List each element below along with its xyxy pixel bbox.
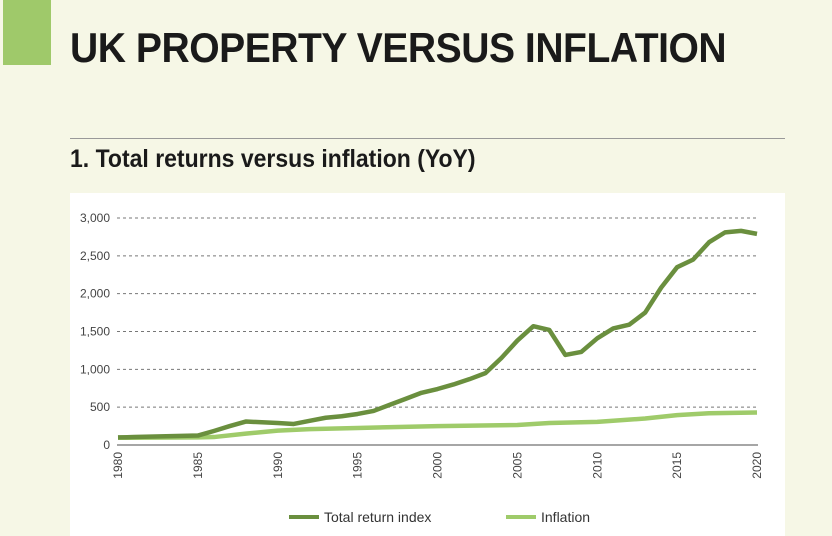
x-tick-label: 2015 (670, 452, 684, 479)
x-tick-label: 1990 (271, 452, 285, 479)
x-tick-label: 2005 (510, 452, 524, 479)
page-title: UK PROPERTY VERSUS INFLATION (70, 24, 727, 71)
x-tick-label: 2020 (750, 452, 764, 479)
y-tick-label: 500 (90, 400, 110, 414)
series-line-total-return-index (117, 228, 758, 440)
x-tick-label: 2000 (431, 452, 445, 479)
chart-title: 1. Total returns versus inflation (YoY) (70, 145, 476, 173)
chart-panel (70, 193, 785, 536)
legend-item-total-return-index-label: Total return index (324, 509, 431, 525)
series-line-inflation (117, 410, 758, 441)
accent-block (3, 0, 51, 65)
legend-item-inflation-label: Inflation (541, 509, 590, 525)
x-tick-label: 1980 (111, 452, 125, 479)
x-tick-label: 2010 (590, 452, 604, 479)
x-tick-label: 1985 (191, 452, 205, 479)
y-tick-label: 3,000 (80, 211, 110, 225)
y-tick-label: 1,000 (80, 362, 110, 376)
divider (70, 138, 785, 139)
y-tick-label: 0 (103, 438, 110, 452)
y-tick-label: 1,500 (80, 325, 110, 339)
y-tick-label: 2,000 (80, 287, 110, 301)
x-tick-label: 1995 (351, 452, 365, 479)
y-tick-label: 2,500 (80, 249, 110, 263)
